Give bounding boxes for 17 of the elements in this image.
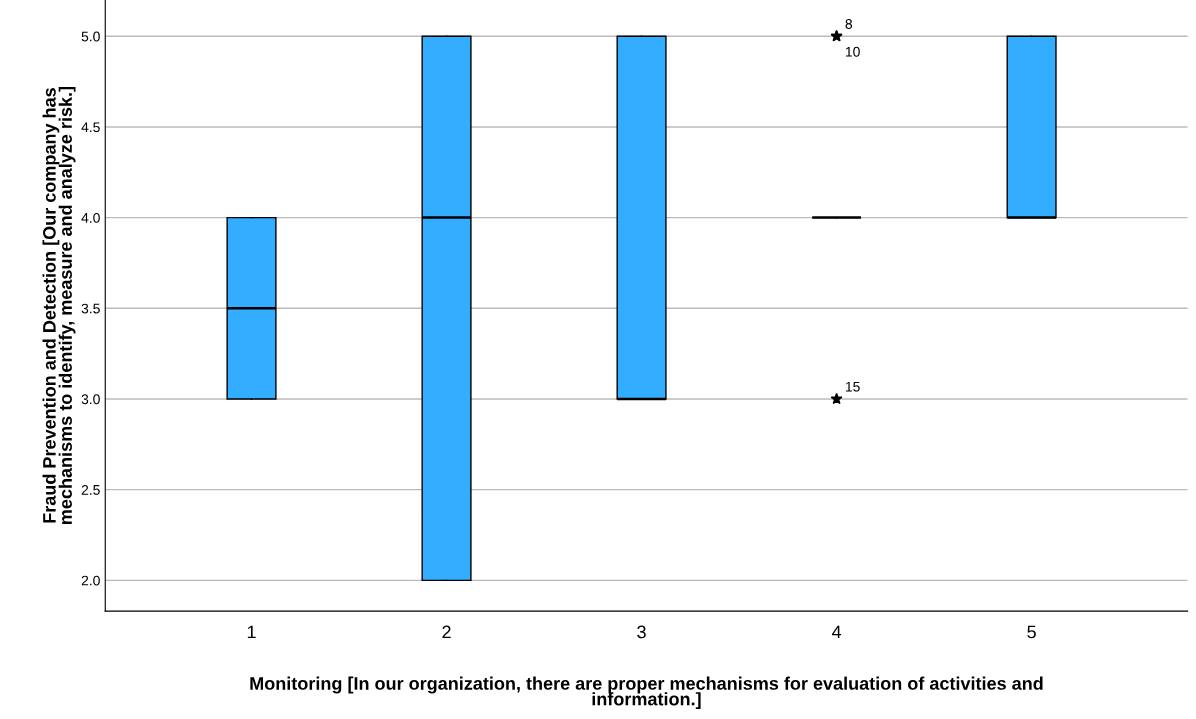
x-tick-label: 3 [637, 625, 646, 639]
y-tick-label: 4.0 [81, 212, 100, 223]
annotation: 8 [845, 19, 853, 29]
annotation: 10 [845, 46, 860, 57]
x-axis-title: Monitoring [In our organization, there are proper mechanisms for evaluation of activities and information.] [250, 676, 1043, 710]
y-tick-label: 4.5 [81, 122, 100, 133]
y-tick-label: 2.5 [81, 484, 100, 495]
y-tick-label: 3.0 [81, 394, 100, 405]
x-tick-label: 4 [831, 625, 842, 639]
y-tick-label: 2.0 [81, 575, 100, 586]
x-tick-label: 2 [442, 625, 451, 639]
annotation: 15 [845, 381, 860, 392]
x-tick-label: 5 [1027, 625, 1036, 639]
y-tick-label: 3.5 [81, 303, 100, 314]
x-tick-label: 1 [247, 625, 256, 639]
y-tick-label: 5.0 [81, 31, 100, 42]
y-axis-title: Fraud Prevention and Detection [Our company has mechanisms to identify, measure and analyze risk.] [42, 86, 76, 524]
